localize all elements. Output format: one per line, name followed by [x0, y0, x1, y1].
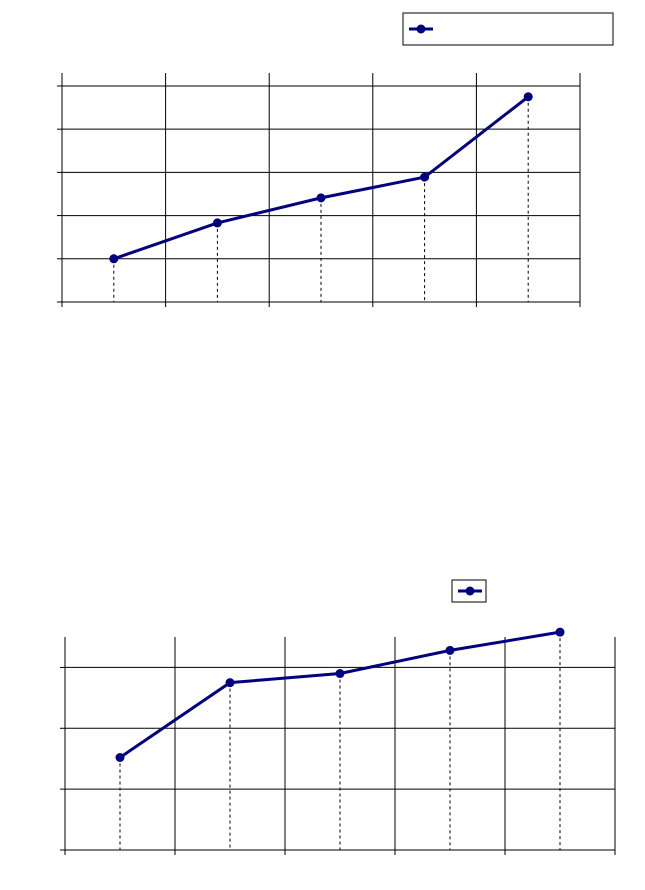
point	[225, 678, 235, 688]
point	[115, 752, 125, 762]
series-line	[119, 630, 561, 759]
point	[212, 218, 222, 228]
point	[109, 254, 119, 264]
point	[420, 172, 430, 182]
legend-box	[402, 12, 614, 46]
point	[335, 669, 345, 679]
point	[555, 627, 565, 637]
point	[316, 193, 326, 203]
legend-marker	[465, 586, 475, 596]
point	[445, 645, 455, 655]
point	[523, 92, 533, 102]
legend-marker	[416, 24, 426, 34]
